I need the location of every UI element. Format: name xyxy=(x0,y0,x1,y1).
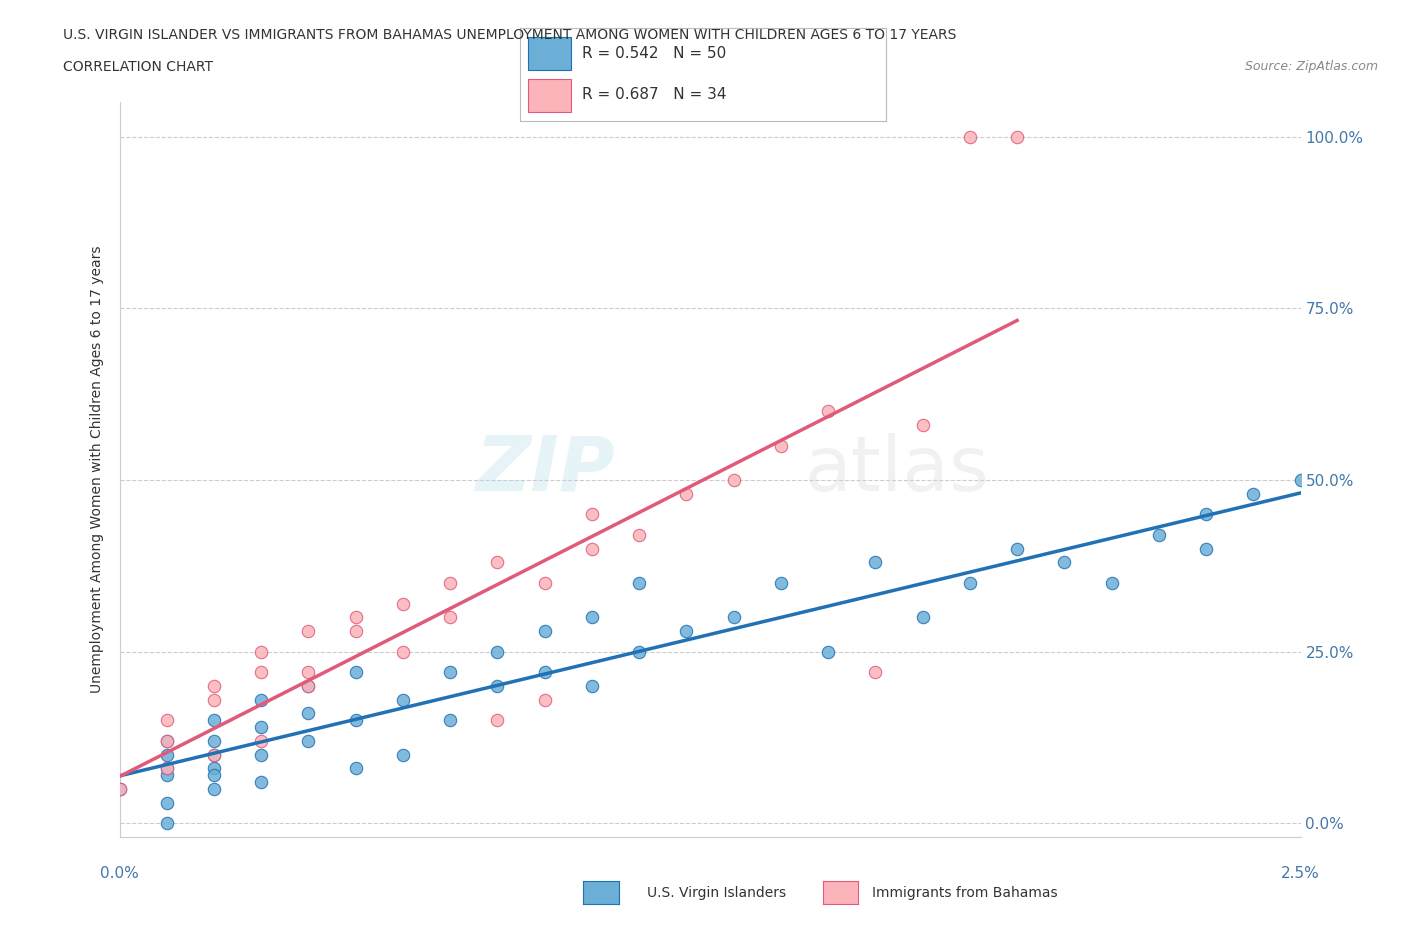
FancyBboxPatch shape xyxy=(527,37,571,70)
Point xyxy=(297,734,319,749)
Point xyxy=(1195,541,1218,556)
Text: Source: ZipAtlas.com: Source: ZipAtlas.com xyxy=(1244,60,1378,73)
Point xyxy=(865,555,887,570)
Point xyxy=(1101,576,1123,591)
Text: U.S. VIRGIN ISLANDER VS IMMIGRANTS FROM BAHAMAS UNEMPLOYMENT AMONG WOMEN WITH CH: U.S. VIRGIN ISLANDER VS IMMIGRANTS FROM … xyxy=(63,28,956,42)
Point xyxy=(439,712,461,727)
Point xyxy=(156,761,179,776)
Text: R = 0.542   N = 50: R = 0.542 N = 50 xyxy=(582,46,727,61)
Point xyxy=(1005,129,1028,144)
Point xyxy=(1241,486,1264,501)
Text: Immigrants from Bahamas: Immigrants from Bahamas xyxy=(872,885,1057,900)
Point xyxy=(865,665,887,680)
Point xyxy=(1053,555,1076,570)
Point xyxy=(250,644,273,659)
Point xyxy=(675,486,697,501)
Text: U.S. Virgin Islanders: U.S. Virgin Islanders xyxy=(647,885,786,900)
Point xyxy=(202,679,225,694)
Point xyxy=(723,610,745,625)
FancyBboxPatch shape xyxy=(527,79,571,112)
Point xyxy=(297,679,319,694)
Point xyxy=(392,692,415,707)
Point xyxy=(250,665,273,680)
Point xyxy=(581,541,603,556)
Point xyxy=(486,712,509,727)
Point xyxy=(250,734,273,749)
Y-axis label: Unemployment Among Women with Children Ages 6 to 17 years: Unemployment Among Women with Children A… xyxy=(90,246,104,694)
Point xyxy=(628,644,651,659)
Point xyxy=(486,679,509,694)
Point xyxy=(202,761,225,776)
Point xyxy=(392,644,415,659)
Point xyxy=(628,527,651,542)
Point xyxy=(108,781,131,796)
Point xyxy=(202,768,225,783)
Point xyxy=(202,712,225,727)
Point xyxy=(392,596,415,611)
Point xyxy=(1195,507,1218,522)
Text: 0.0%: 0.0% xyxy=(100,867,139,882)
Point xyxy=(202,747,225,762)
Point xyxy=(156,761,179,776)
Text: atlas: atlas xyxy=(804,432,990,507)
Point xyxy=(959,576,981,591)
Point xyxy=(297,624,319,639)
Point xyxy=(202,781,225,796)
Point xyxy=(392,747,415,762)
Point xyxy=(581,610,603,625)
Text: ZIP: ZIP xyxy=(475,432,616,507)
Point xyxy=(533,624,555,639)
Point xyxy=(911,610,934,625)
Point xyxy=(1289,472,1312,487)
Point xyxy=(297,665,319,680)
Point xyxy=(202,692,225,707)
Point xyxy=(581,507,603,522)
Text: CORRELATION CHART: CORRELATION CHART xyxy=(63,60,214,74)
Point xyxy=(156,747,179,762)
Point xyxy=(533,665,555,680)
Point xyxy=(675,624,697,639)
Point xyxy=(817,404,839,418)
Point xyxy=(486,555,509,570)
Point xyxy=(202,734,225,749)
Point xyxy=(439,610,461,625)
Point xyxy=(108,781,131,796)
Point xyxy=(439,576,461,591)
Point xyxy=(723,472,745,487)
Point xyxy=(202,747,225,762)
Point xyxy=(769,576,792,591)
Point xyxy=(250,720,273,735)
Point xyxy=(486,644,509,659)
Text: R = 0.687   N = 34: R = 0.687 N = 34 xyxy=(582,87,727,102)
Point xyxy=(250,692,273,707)
Point xyxy=(250,775,273,790)
Point xyxy=(344,761,367,776)
Point xyxy=(533,576,555,591)
Point xyxy=(156,712,179,727)
Point xyxy=(533,692,555,707)
Point xyxy=(156,768,179,783)
Point xyxy=(581,679,603,694)
Point xyxy=(911,418,934,432)
Point xyxy=(817,644,839,659)
Point xyxy=(297,706,319,721)
Point xyxy=(344,712,367,727)
Point xyxy=(1147,527,1170,542)
Point xyxy=(769,438,792,453)
Point xyxy=(156,816,179,830)
Point xyxy=(959,129,981,144)
Point xyxy=(250,747,273,762)
Point xyxy=(156,795,179,810)
Point xyxy=(297,679,319,694)
Point xyxy=(344,665,367,680)
Point xyxy=(344,610,367,625)
Text: 2.5%: 2.5% xyxy=(1281,867,1320,882)
Point xyxy=(156,734,179,749)
Point xyxy=(628,576,651,591)
Point xyxy=(156,734,179,749)
Point xyxy=(439,665,461,680)
Point xyxy=(1005,541,1028,556)
Point xyxy=(344,624,367,639)
